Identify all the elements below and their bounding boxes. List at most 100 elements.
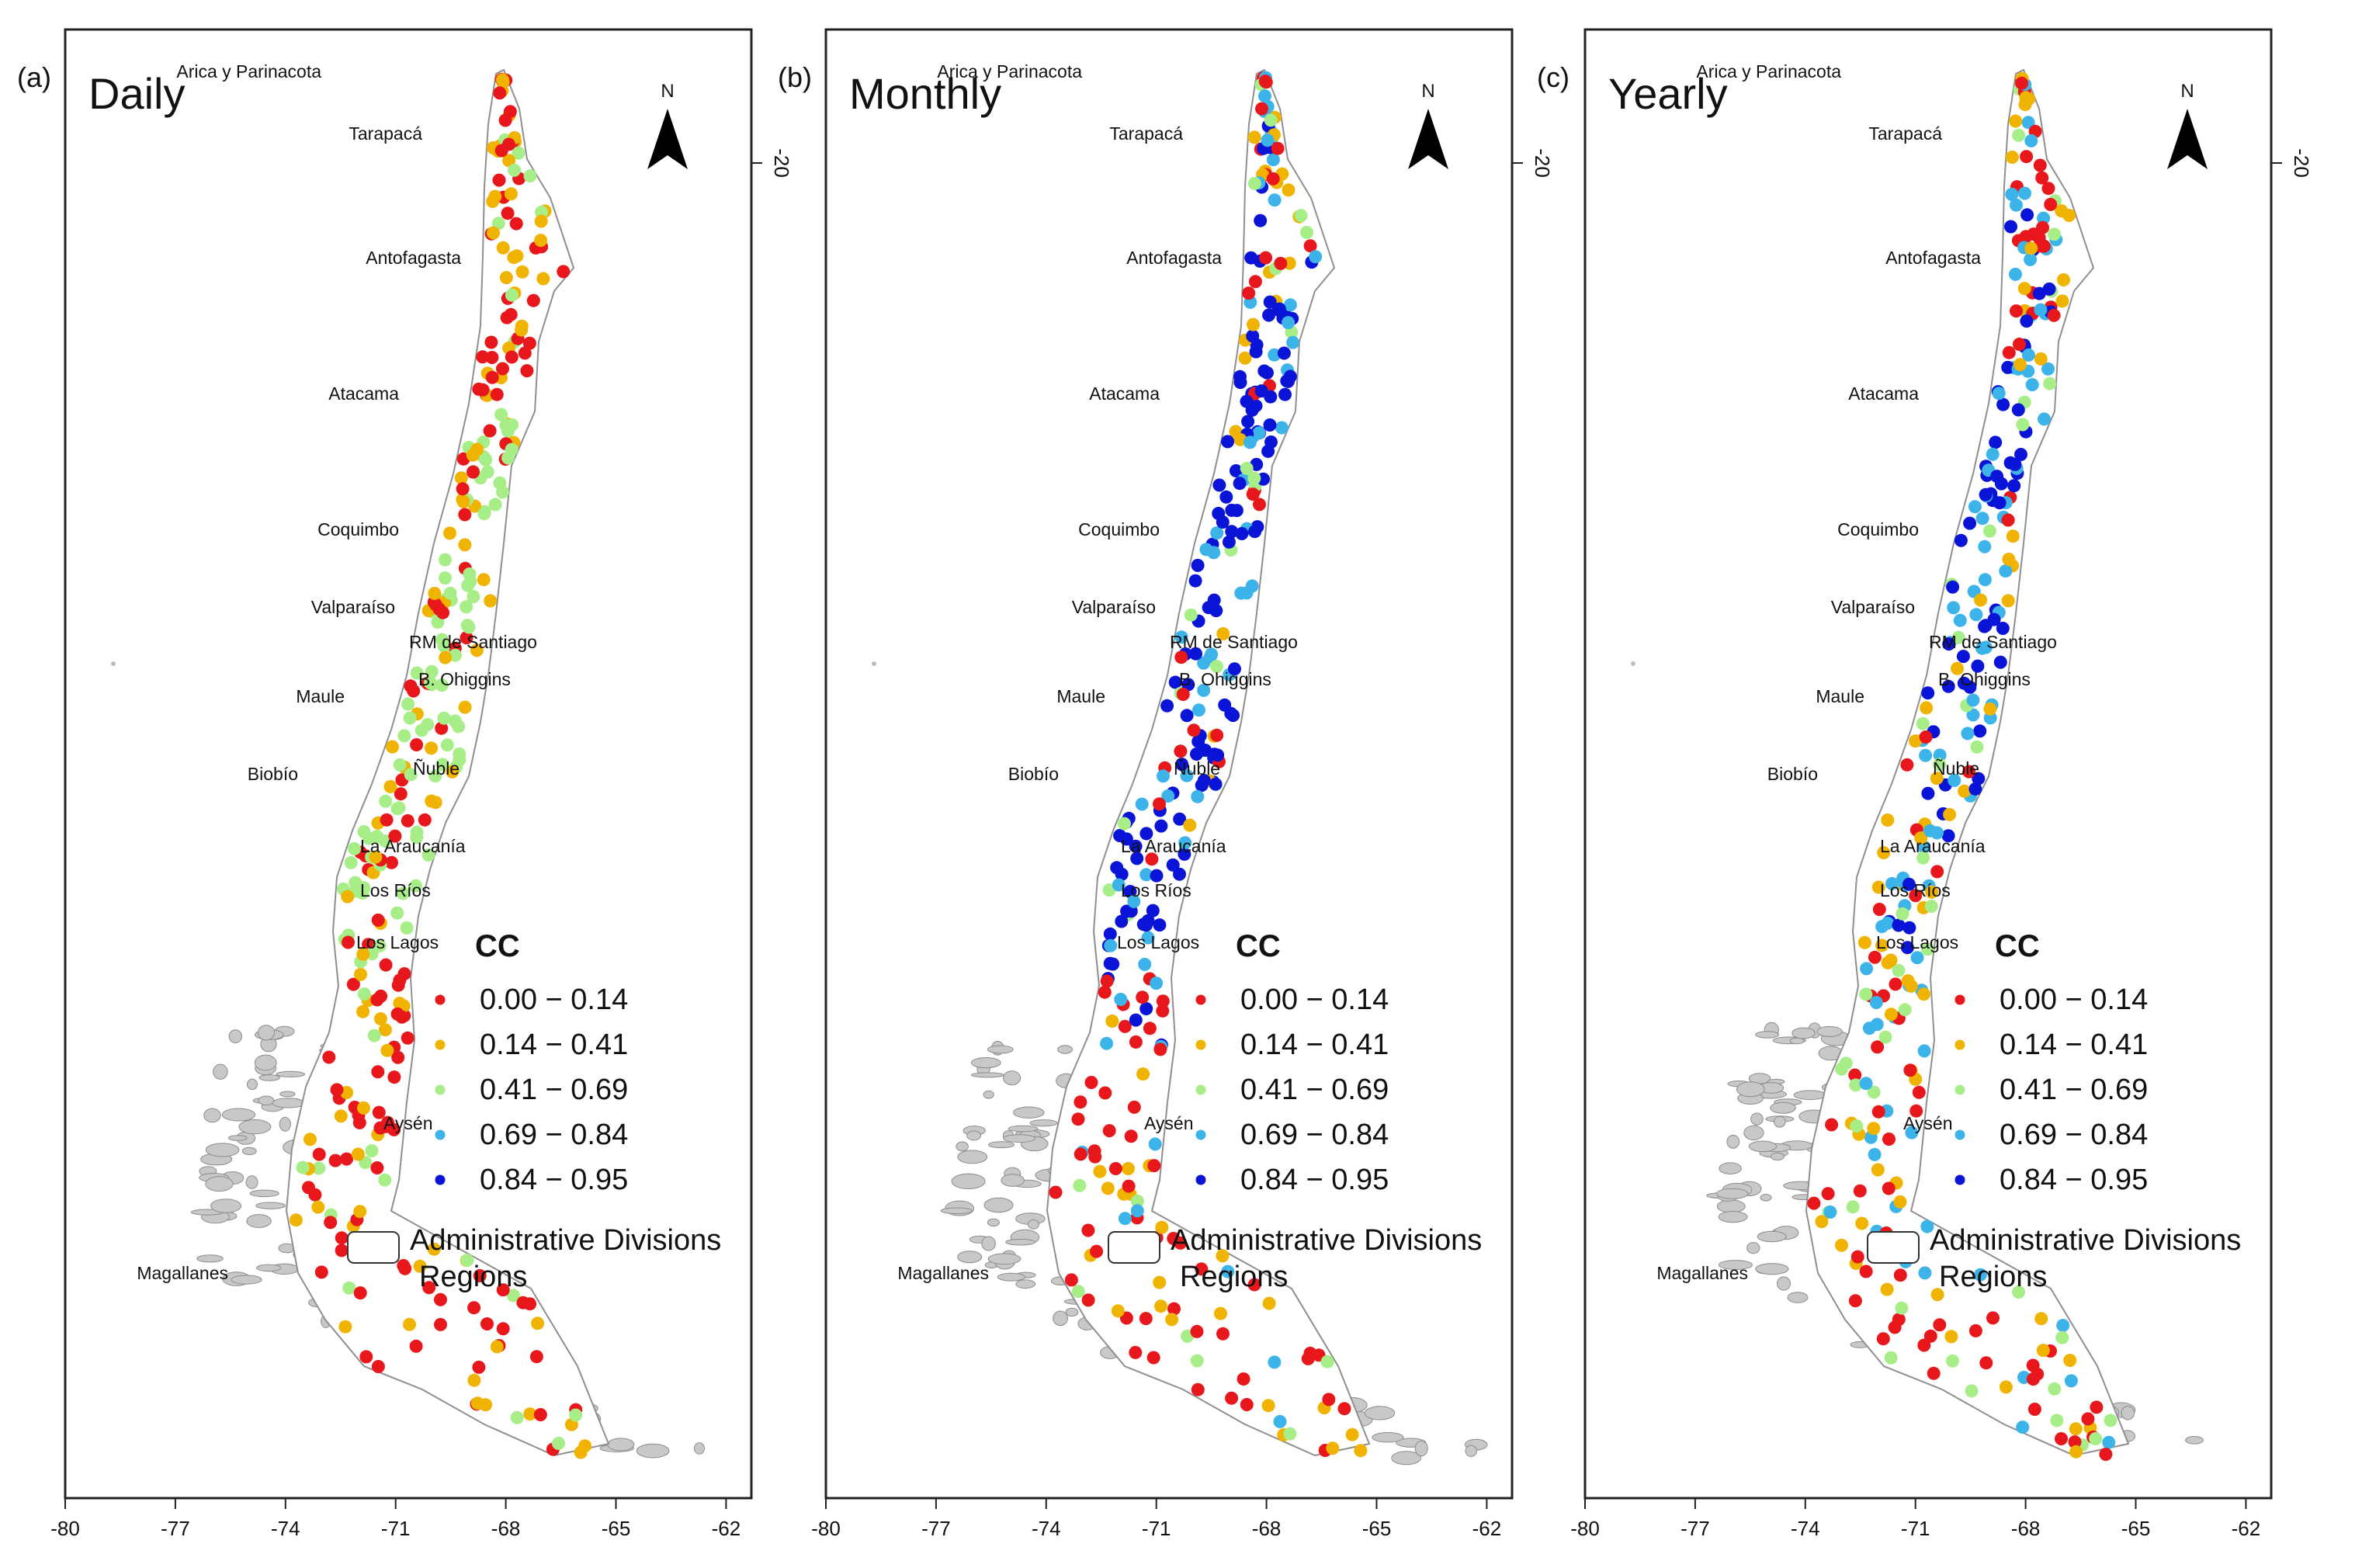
station-dot <box>1130 852 1144 866</box>
station-dot <box>569 1408 583 1422</box>
island <box>247 1078 258 1091</box>
station-dot <box>2010 304 2023 318</box>
station-dot <box>1244 251 1258 265</box>
north-arrow: N <box>2167 81 2208 169</box>
station-dot <box>410 825 424 839</box>
station-dot <box>1147 1159 1161 1173</box>
station-dot <box>1156 1004 1170 1018</box>
station-dot <box>473 1269 487 1282</box>
station-dot <box>1129 1345 1143 1359</box>
station-dot <box>1064 1273 1078 1287</box>
station-dot <box>499 271 513 285</box>
station-dot <box>1277 346 1291 360</box>
legend-boundary-label: Administrative Divisions <box>1171 1224 1482 1257</box>
station-dot <box>485 351 499 364</box>
station-dot <box>378 1173 392 1187</box>
station-dot <box>1892 918 1906 932</box>
station-dot <box>312 1161 326 1175</box>
station-dot <box>1973 1268 1987 1282</box>
station-dot <box>1197 683 1211 697</box>
station-dot <box>1876 1332 1890 1346</box>
station-dot <box>1174 744 1188 758</box>
legend-swatch <box>1955 1174 1965 1185</box>
station-dot <box>454 471 468 485</box>
station-dot <box>1294 209 1308 223</box>
station-dot <box>1229 464 1243 477</box>
station-dot <box>394 787 408 801</box>
island <box>249 1189 279 1198</box>
legend-boundary-label: Regions <box>1939 1261 2047 1293</box>
station-dot <box>1263 295 1277 309</box>
island <box>1793 1090 1827 1100</box>
station-dot <box>1996 622 2010 635</box>
station-dot <box>1127 1100 1141 1114</box>
station-dot <box>348 841 361 855</box>
station-dot <box>1905 1126 1919 1140</box>
station-dot <box>1247 471 1261 485</box>
station-dot <box>467 590 480 604</box>
station-dot <box>351 1147 365 1161</box>
station-dot <box>1243 435 1257 449</box>
station-dot <box>1942 637 1956 651</box>
station-dot <box>534 234 548 248</box>
station-dot <box>1139 868 1153 882</box>
station-dot <box>509 217 523 231</box>
region-label: Coquimbo <box>317 519 399 539</box>
island <box>1716 1199 1746 1213</box>
station-dot <box>1139 827 1153 841</box>
station-dot <box>467 465 480 479</box>
region-label: Biobío <box>248 764 298 784</box>
station-dot <box>2090 1400 2104 1414</box>
station-dot <box>458 508 472 522</box>
island <box>1027 1219 1039 1230</box>
panel-title: Daily <box>88 69 185 118</box>
station-dot <box>2064 1374 2078 1388</box>
region-label: Tarapacá <box>349 123 422 144</box>
region-label: Atacama <box>1848 383 1919 404</box>
station-dot <box>2104 1414 2118 1428</box>
station-dot <box>493 476 507 490</box>
region-label: Valparaíso <box>1072 597 1156 617</box>
station-dot <box>1148 1137 1162 1151</box>
legend-item: 0.41 − 0.69 <box>480 1074 628 1106</box>
region-label: Los Ríos <box>1880 880 1951 900</box>
station-dot <box>2009 114 2023 128</box>
station-dot <box>1971 659 1985 673</box>
station-dot <box>1264 435 1278 449</box>
station-dot <box>2024 252 2038 266</box>
station-dot <box>479 453 493 467</box>
x-tick-label: -77 <box>921 1517 951 1540</box>
station-dot <box>353 1205 367 1219</box>
region-label: Arica y Parinacota <box>937 61 1082 82</box>
station-dot <box>1150 977 1164 990</box>
panel-letter: (a) <box>17 61 51 93</box>
legend-item: 0.00 − 0.14 <box>2000 983 2148 1016</box>
island <box>970 1057 1001 1069</box>
station-dot <box>1896 907 1909 921</box>
station-dot <box>1951 630 1965 644</box>
legend-item: 0.14 − 0.41 <box>480 1029 628 1061</box>
station-dot <box>526 293 540 307</box>
island-dot <box>872 661 876 666</box>
station-dot <box>434 1292 447 1306</box>
station-dot <box>346 977 360 991</box>
station-dot <box>1049 1185 1063 1199</box>
station-dot <box>1903 1063 1917 1077</box>
station-dot <box>439 553 452 567</box>
island <box>1013 1106 1045 1119</box>
legend-swatch <box>435 994 446 1005</box>
station-dot <box>1973 724 1987 738</box>
station-dot <box>1910 951 1924 965</box>
station-dot <box>2016 418 2030 432</box>
station-dot <box>443 586 457 600</box>
station-dot <box>1248 525 1262 539</box>
station-dot <box>1114 993 1128 1006</box>
station-dot <box>1882 1181 1896 1195</box>
station-dot <box>373 1012 387 1025</box>
station-dot <box>1271 141 1285 155</box>
station-dot <box>2011 403 2025 417</box>
station-dot <box>501 206 515 220</box>
station-dot <box>356 947 370 961</box>
station-dot <box>379 794 393 808</box>
island <box>1001 1174 1025 1187</box>
